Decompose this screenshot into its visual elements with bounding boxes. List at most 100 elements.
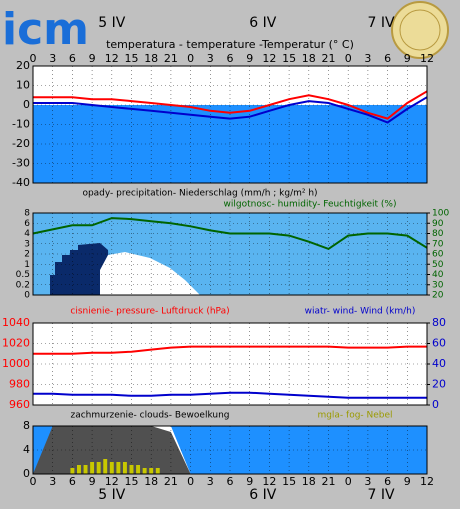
x-tick-label: 15: [282, 475, 296, 488]
x-tick-label: 9: [89, 475, 96, 488]
day-label: 7 IV: [367, 15, 394, 31]
x-tick-label: 12: [262, 52, 276, 65]
series-line: [33, 345, 427, 355]
y-tick-label: -30: [12, 157, 30, 170]
x-tick-label: 0: [30, 475, 37, 488]
y-tick-label: -40: [12, 176, 30, 189]
x-tick-label: 3: [207, 52, 214, 65]
y2-tick-label: 80: [432, 316, 446, 329]
day-label: 6 IV: [249, 487, 276, 503]
x-tick-label: 0: [30, 52, 37, 65]
x-tick-label: 3: [207, 475, 214, 488]
y-tick-label: 4: [23, 443, 30, 456]
x-tick-label: 9: [89, 52, 96, 65]
day-label: 7 IV: [367, 487, 394, 503]
bar: [136, 465, 141, 474]
bar: [70, 468, 75, 474]
x-tick-label: 0: [187, 52, 194, 65]
x-tick-label: 3: [49, 52, 56, 65]
x-tick-label: 12: [420, 475, 434, 488]
x-tick-label: 12: [105, 475, 119, 488]
x-tick-label: 6: [384, 475, 391, 488]
x-tick-label: 15: [282, 52, 296, 65]
bar: [116, 462, 121, 474]
y-tick-label: 8: [23, 419, 30, 432]
chart-title: opady- precipitation- Niederschlag (mm/h…: [82, 189, 317, 199]
plot-frame: [32, 425, 428, 475]
y2-tick-label: 20: [432, 291, 444, 301]
y2-tick-label: 80: [432, 229, 444, 239]
y-tick-label: 1: [24, 260, 30, 270]
x-tick-label: 3: [364, 475, 371, 488]
x-tick-label: 9: [246, 52, 253, 65]
x-tick-label: 9: [246, 475, 253, 488]
x-tick-label: 21: [164, 475, 178, 488]
bar: [155, 468, 160, 474]
y-tick-label: 1040: [2, 316, 30, 329]
y-tick-label: 1020: [2, 337, 30, 350]
x-tick-label: 15: [125, 475, 139, 488]
series-line: [33, 391, 427, 399]
y2-title: mgla- fog- Nebel: [317, 411, 392, 421]
plot-frame: [32, 65, 428, 184]
y2-title: wilgotnosc- humidity- Feuchtigkeit (%): [224, 200, 397, 210]
x-tick-label: 18: [302, 52, 316, 65]
series-line: [33, 96, 428, 124]
y-tick-label: 10: [16, 79, 30, 92]
y2-tick-label: 30: [432, 280, 444, 290]
x-tick-label: 3: [364, 52, 371, 65]
x-tick-label: 0: [345, 52, 352, 65]
x-tick-label: 6: [227, 475, 234, 488]
x-tick-label: 0: [345, 475, 352, 488]
chart-title: temperatura - temperature -Temperatur (°…: [106, 38, 354, 51]
y2-tick-label: 60: [432, 337, 446, 350]
series-line: [32, 217, 428, 251]
bar: [109, 462, 114, 474]
bar: [83, 465, 88, 474]
day-label: 5 IV: [98, 15, 125, 31]
y-tick-label: 2: [24, 250, 30, 260]
x-tick-label: 21: [164, 52, 178, 65]
y2-title: wiatr- wind- Wind (km/h): [305, 307, 416, 317]
bar: [122, 462, 127, 474]
y-tick-label: 6: [24, 219, 30, 229]
bar: [142, 468, 147, 474]
x-tick-label: 18: [144, 475, 158, 488]
y-tick-label: 4: [24, 229, 30, 239]
y2-tick-label: 60: [432, 250, 444, 260]
x-tick-label: 6: [227, 52, 234, 65]
day-label: 6 IV: [249, 15, 276, 31]
y-tick-label: 20: [16, 59, 30, 72]
y2-tick-label: 90: [432, 219, 444, 229]
y-tick-label: 0.2: [16, 280, 30, 290]
decorations: [50, 1, 449, 295]
x-tick-label: 15: [125, 52, 139, 65]
plot-frame: [32, 212, 428, 296]
x-tick-label: 21: [322, 52, 336, 65]
y-tick-label: 3: [24, 239, 30, 249]
x-tick-label: 21: [322, 475, 336, 488]
x-tick-label: 0: [187, 475, 194, 488]
y-tick-label: 8: [24, 209, 30, 219]
y2-tick-label: 40: [432, 270, 444, 280]
x-tick-label: 9: [404, 52, 411, 65]
x-tick-label: 6: [69, 475, 76, 488]
y-tick-label: 0.5: [16, 270, 30, 280]
bar: [149, 468, 154, 474]
y2-tick-label: 0: [432, 398, 439, 411]
y2-tick-label: 50: [432, 260, 444, 270]
y-tick-label: 960: [9, 398, 30, 411]
y2-tick-label: 70: [432, 239, 444, 249]
y-tick-label: 0: [24, 291, 30, 301]
x-tick-label: 12: [420, 52, 434, 65]
bar: [76, 465, 81, 474]
chart-title: zachmurzenie- clouds- Bewoelkung: [70, 411, 229, 421]
y2-tick-label: 100: [432, 209, 449, 219]
y-tick-label: 0: [23, 98, 30, 111]
x-tick-label: 9: [404, 475, 411, 488]
bar: [129, 465, 134, 474]
y2-tick-label: 40: [432, 357, 446, 370]
bar: [90, 462, 95, 474]
